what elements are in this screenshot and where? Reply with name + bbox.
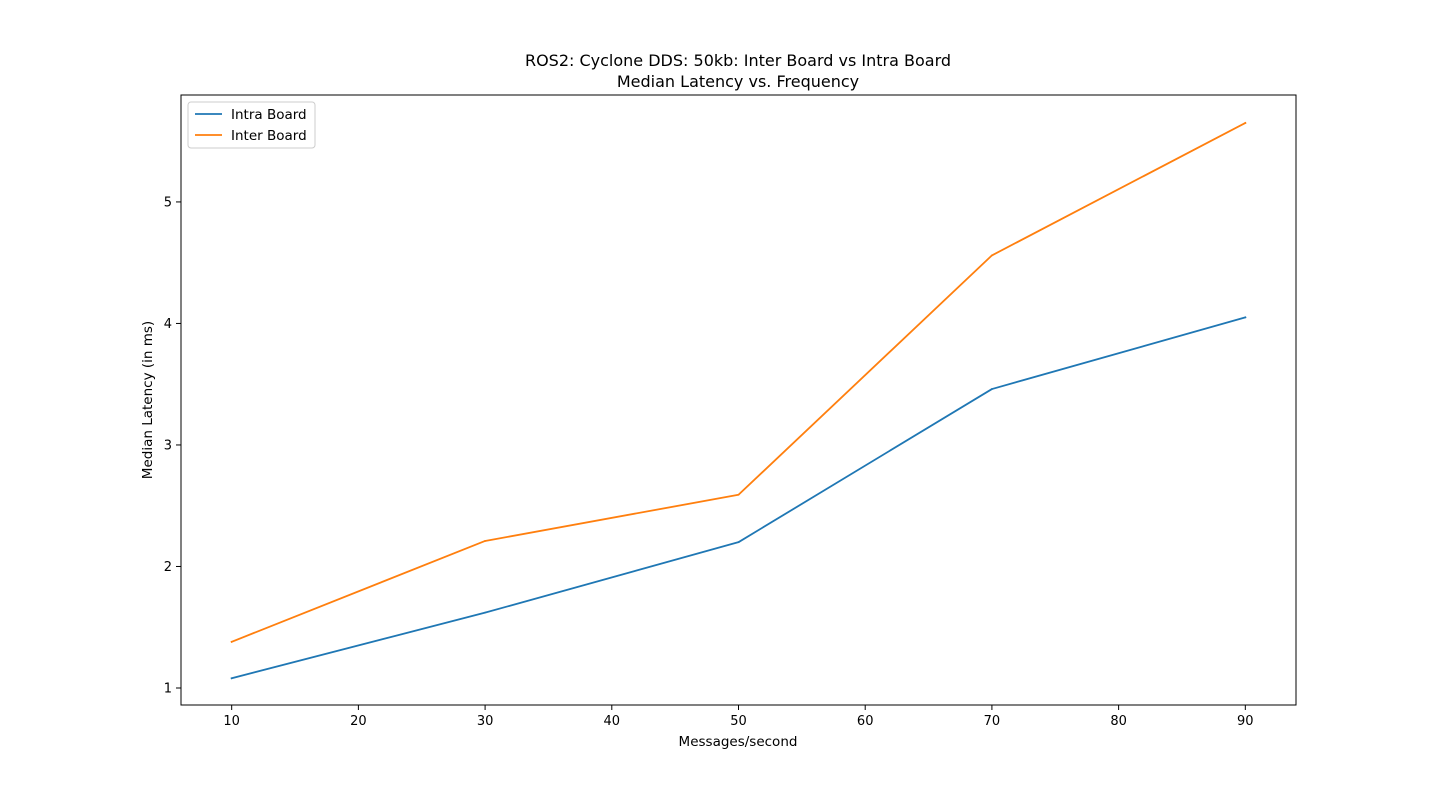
x-tick-label: 30 — [477, 714, 494, 729]
legend-label: Intra Board — [231, 107, 307, 123]
x-tick-label: 70 — [984, 714, 1001, 729]
series-inter-board — [230, 121, 1247, 643]
x-tick-label: 40 — [604, 714, 621, 729]
data-point — [737, 493, 740, 496]
legend-label: Inter Board — [231, 128, 307, 144]
y-axis: 1 2 3 4 5 — [164, 195, 181, 696]
data-point — [484, 611, 486, 614]
y-tick-label: 4 — [164, 317, 172, 332]
x-tick-label: 20 — [350, 714, 367, 729]
data-point — [991, 254, 993, 257]
plot-area — [230, 121, 1247, 680]
data-point — [484, 540, 486, 542]
legend: Intra Board Inter Board — [187, 101, 316, 149]
y-tick-label: 2 — [164, 560, 172, 575]
x-axis: 10 20 30 40 50 60 70 80 90 — [223, 705, 1254, 729]
x-tick-label: 10 — [223, 714, 240, 729]
y-tick-label: 3 — [164, 438, 172, 453]
data-point — [230, 640, 233, 643]
chart-title: ROS2: Cyclone DDS: 50kb: Inter Board vs … — [525, 51, 951, 70]
data-point — [1244, 316, 1247, 319]
series-intra-board — [230, 316, 1247, 680]
x-axis-label: Messages/second — [679, 734, 798, 750]
x-tick-label: 80 — [1110, 714, 1127, 729]
x-tick-label: 90 — [1237, 714, 1254, 729]
y-axis-label: Median Latency (in ms) — [140, 321, 156, 479]
x-tick-label: 50 — [730, 714, 747, 729]
y-tick-label: 1 — [164, 681, 172, 696]
chart-subtitle: Median Latency vs. Frequency — [617, 72, 859, 91]
data-point — [737, 541, 740, 544]
x-tick-label: 60 — [857, 714, 874, 729]
data-point — [230, 677, 233, 680]
y-tick-label: 5 — [164, 195, 172, 210]
data-point — [991, 388, 993, 390]
data-point — [1244, 122, 1247, 124]
